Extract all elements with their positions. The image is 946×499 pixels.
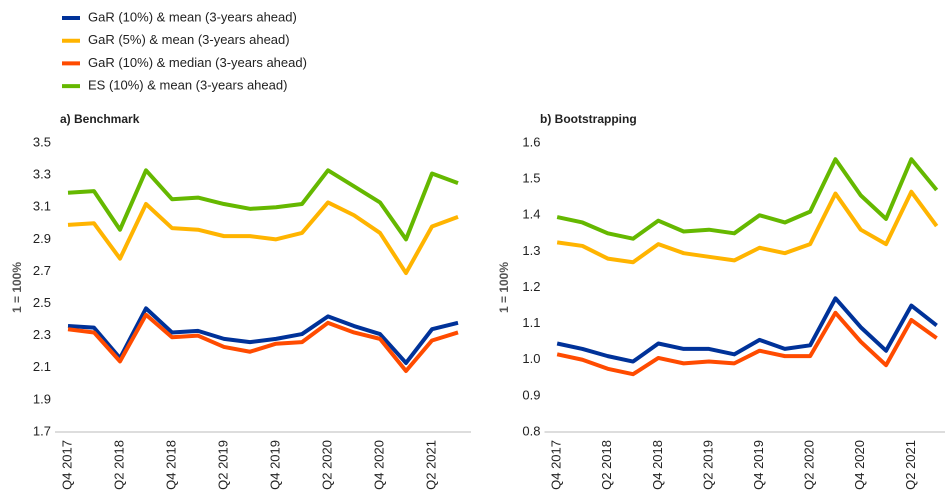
chart-title: a) Benchmark xyxy=(60,112,140,126)
y-tick-label: 1.0 xyxy=(522,351,540,366)
x-tick-label: Q4 2017 xyxy=(59,440,74,490)
series-line xyxy=(556,310,938,377)
y-tick-label: 2.7 xyxy=(33,263,51,278)
y-tick-label: 0.8 xyxy=(522,423,540,438)
x-tick-label: Q4 2019 xyxy=(267,440,282,490)
x-tick-label: Q2 2019 xyxy=(700,440,715,490)
y-tick-label: 1.2 xyxy=(522,279,540,294)
y-tick-label: 3.1 xyxy=(33,199,51,214)
y-tick-label: 1.1 xyxy=(522,315,540,330)
legend-label: GaR (10%) & mean (3-years ahead) xyxy=(88,9,297,24)
legend-label: ES (10%) & mean (3-years ahead) xyxy=(88,78,287,93)
x-tick-label: Q4 2017 xyxy=(549,440,564,490)
y-tick-label: 1.6 xyxy=(522,134,540,149)
series-line xyxy=(556,296,938,364)
x-tick-label: Q2 2019 xyxy=(215,440,230,490)
series-line xyxy=(67,306,459,365)
legend-label: GaR (5%) & mean (3-years ahead) xyxy=(88,32,290,47)
y-tick-label: 1.9 xyxy=(33,391,51,406)
y-tick-label: 2.5 xyxy=(33,295,51,310)
x-tick-label: Q2 2020 xyxy=(319,440,334,490)
x-tick-label: Q4 2020 xyxy=(371,440,386,490)
series-line xyxy=(556,189,939,265)
y-tick-label: 3.5 xyxy=(33,134,51,149)
series-line xyxy=(556,157,939,241)
y-tick-label: 1.3 xyxy=(522,243,540,258)
chart-title: b) Bootstrapping xyxy=(540,112,637,126)
x-tick-label: Q2 2020 xyxy=(802,440,817,490)
y-tick-label: 0.9 xyxy=(522,387,540,402)
y-axis-label: 1 = 100% xyxy=(497,262,511,313)
series-line xyxy=(67,168,459,242)
x-tick-label: Q2 2018 xyxy=(111,440,126,490)
x-tick-label: Q2 2018 xyxy=(599,440,614,490)
x-tick-label: Q4 2020 xyxy=(852,440,867,490)
x-tick-label: Q2 2021 xyxy=(903,440,918,490)
legend-label: GaR (10%) & median (3-years ahead) xyxy=(88,55,307,70)
y-tick-label: 1.5 xyxy=(522,171,540,186)
y-tick-label: 1.4 xyxy=(522,207,540,222)
series-line xyxy=(67,312,459,373)
y-axis-label: 1 = 100% xyxy=(10,262,24,313)
series-line xyxy=(67,200,459,276)
y-tick-label: 3.3 xyxy=(33,167,51,182)
x-tick-label: Q2 2021 xyxy=(423,440,438,490)
x-tick-label: Q4 2019 xyxy=(751,440,766,490)
y-tick-label: 2.1 xyxy=(33,359,51,374)
y-tick-label: 2.9 xyxy=(33,231,51,246)
y-tick-label: 1.7 xyxy=(33,423,51,438)
y-tick-label: 2.3 xyxy=(33,327,51,342)
x-tick-label: Q4 2018 xyxy=(650,440,665,490)
x-tick-label: Q4 2018 xyxy=(163,440,178,490)
